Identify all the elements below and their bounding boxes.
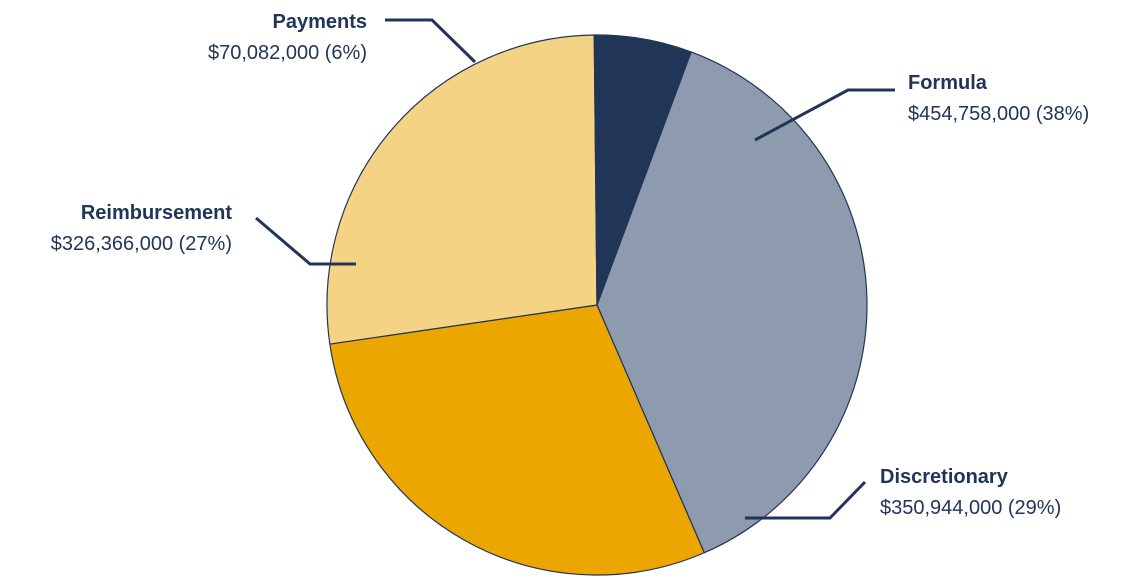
- slice-label-name-reimbursement: Reimbursement: [81, 202, 232, 224]
- slice-label-value-discretionary: $350,944,000 (29%): [880, 497, 1061, 519]
- slice-label-name-discretionary: Discretionary: [880, 466, 1009, 488]
- pie-slice-discretionary: [329, 304, 705, 576]
- pie-slice-formula: [596, 51, 868, 554]
- pie-labels: Formula $454,758,000 (38%) Discretionary $3…: [51, 11, 1089, 520]
- slice-label-value-payments: $70,082,000 (6%): [208, 42, 367, 64]
- slice-label-name-formula: Formula: [908, 72, 988, 94]
- leader-line-formula: [754, 88, 895, 142]
- pie-slice-reimbursement: [326, 34, 598, 345]
- slice-label-value-formula: $454,758,000 (38%): [908, 103, 1089, 125]
- pie-slice-payments: [593, 34, 692, 306]
- pie-slices: [326, 34, 868, 576]
- slice-label-value-reimbursement: $326,366,000 (27%): [51, 233, 232, 255]
- leader-line-discretionary: [745, 480, 867, 520]
- leader-line-payments: [385, 18, 477, 64]
- leader-line-reimbursement: [255, 216, 356, 266]
- slice-label-name-payments: Payments: [273, 11, 368, 33]
